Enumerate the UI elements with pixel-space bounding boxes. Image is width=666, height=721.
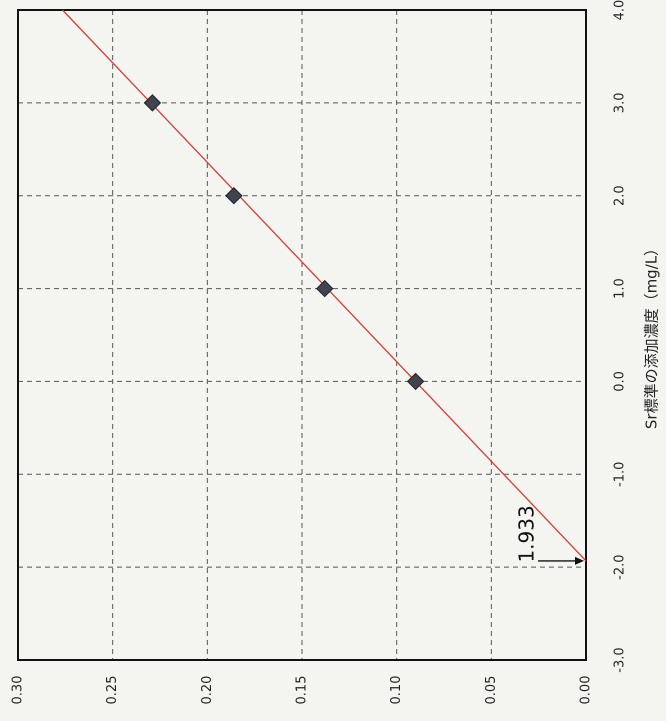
y-tick-label: 0.20 — [200, 676, 215, 705]
y-tick-labels: 0.00 0.05 0.10 0.15 0.20 0.25 0.30 — [11, 676, 594, 705]
data-point — [225, 187, 243, 205]
x-axis-title: Sr標準の添加濃度（mg/L） — [643, 241, 661, 429]
x-tick-label: 3.0 — [613, 93, 628, 114]
x-tick-labels: -3.0 -2.0 -1.0 0.0 1.0 2.0 3.0 4.0 — [613, 0, 628, 673]
intercept-annotation-label: 1.933 — [515, 505, 539, 562]
data-point — [143, 94, 162, 112]
y-tick-label: 0.25 — [105, 676, 120, 705]
data-points — [143, 94, 425, 391]
grid-lines — [18, 10, 586, 660]
x-tick-label: 1.0 — [613, 278, 628, 299]
x-tick-label: 2.0 — [613, 185, 628, 206]
x-tick-label: 0.0 — [613, 371, 628, 392]
data-point — [406, 372, 425, 391]
intercept-arrow-head — [575, 556, 584, 565]
y-tick-label: 0.15 — [295, 676, 310, 705]
data-point — [316, 279, 334, 298]
y-tick-label: 0.10 — [389, 676, 404, 705]
x-tick-label: -1.0 — [613, 462, 628, 487]
y-tick-label: 0.05 — [484, 676, 499, 705]
plot-frame — [17, 9, 587, 661]
intercept-annotation: 1.933 — [515, 505, 584, 565]
y-tick-label: 0.00 — [579, 676, 594, 705]
x-tick-label: -2.0 — [613, 554, 628, 579]
x-tick-label: -3.0 — [613, 647, 628, 672]
x-axis-title-group: Sr標準の添加濃度（mg/L） — [643, 241, 661, 429]
x-tick-label: 4.0 — [613, 0, 628, 20]
y-tick-label: 0.30 — [11, 676, 26, 705]
